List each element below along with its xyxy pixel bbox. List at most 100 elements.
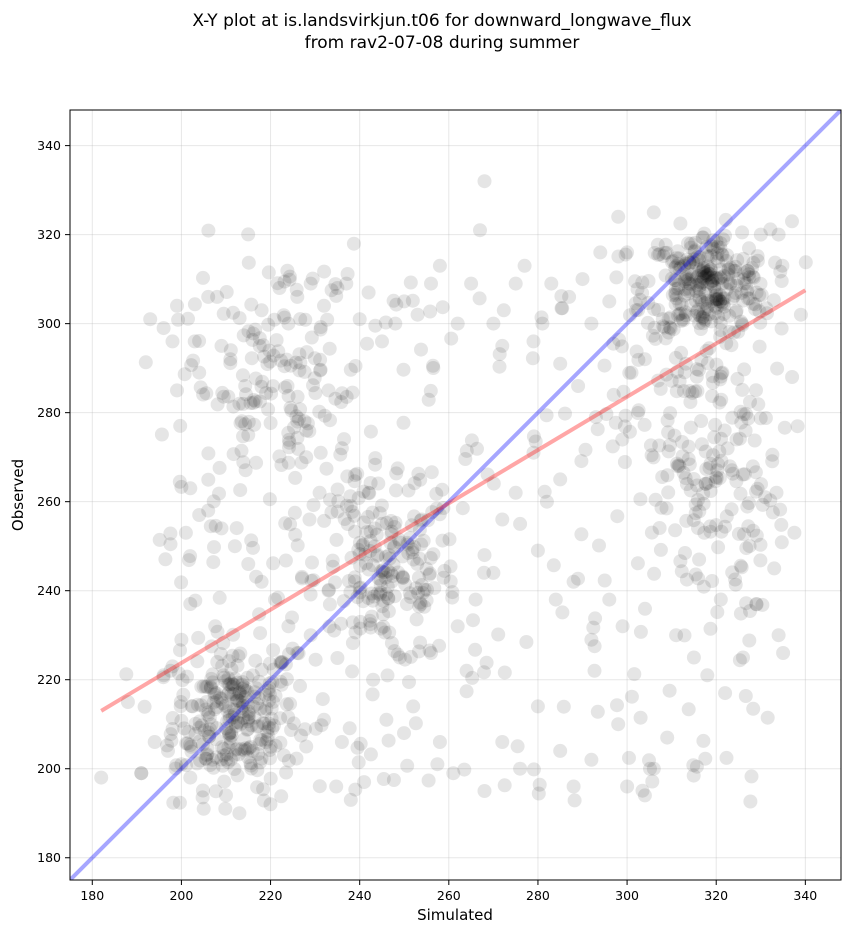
- data-point: [468, 592, 483, 607]
- data-point: [647, 246, 662, 260]
- data-point: [424, 276, 438, 291]
- data-point: [688, 235, 703, 250]
- data-point: [340, 267, 355, 281]
- data-point: [229, 694, 244, 708]
- data-point: [718, 228, 732, 243]
- data-point: [690, 493, 705, 507]
- data-point: [261, 729, 276, 743]
- data-point: [723, 260, 738, 275]
- data-point: [216, 389, 231, 404]
- data-point: [264, 711, 279, 726]
- data-point: [714, 247, 729, 262]
- data-point: [709, 270, 724, 285]
- data-point: [681, 236, 695, 251]
- data-point: [212, 690, 227, 705]
- data-point: [696, 486, 711, 501]
- data-point: [681, 702, 696, 717]
- data-point: [287, 420, 301, 435]
- data-point: [356, 537, 371, 552]
- data-point: [195, 718, 209, 733]
- data-point: [383, 535, 398, 550]
- data-point: [669, 384, 684, 399]
- data-point: [688, 567, 703, 582]
- data-point: [237, 680, 252, 695]
- data-point: [265, 721, 280, 736]
- data-point: [268, 592, 282, 607]
- data-point: [241, 255, 256, 270]
- data-point: [286, 716, 301, 731]
- data-point: [393, 535, 407, 550]
- data-point: [207, 687, 222, 702]
- data-point: [683, 277, 698, 292]
- data-point: [668, 287, 683, 302]
- data-point: [709, 292, 724, 306]
- data-point: [252, 331, 267, 346]
- data-point: [223, 343, 238, 358]
- data-point: [737, 276, 752, 291]
- data-point: [234, 443, 249, 458]
- data-point: [204, 671, 219, 686]
- data-point: [785, 214, 799, 229]
- y-axis: 180 200 220 240 260 280 300 320 340: [37, 138, 70, 865]
- data-point: [711, 254, 726, 269]
- data-point: [299, 345, 314, 360]
- data-point: [658, 331, 673, 346]
- data-point: [588, 611, 603, 626]
- data-point: [693, 322, 708, 336]
- data-point: [722, 308, 737, 323]
- data-point: [313, 362, 328, 377]
- data-point: [410, 307, 425, 322]
- data-point: [180, 736, 195, 751]
- data-point: [652, 247, 667, 262]
- data-point: [652, 521, 667, 535]
- data-point: [386, 293, 401, 308]
- data-point: [719, 282, 734, 297]
- data-point: [403, 649, 418, 664]
- data-point: [692, 282, 707, 297]
- data-point: [684, 240, 698, 255]
- data-point: [233, 416, 248, 431]
- data-point: [209, 732, 224, 747]
- data-point: [704, 314, 719, 329]
- data-point: [731, 324, 746, 339]
- data-point: [238, 690, 253, 705]
- data-point: [668, 273, 683, 288]
- data-point: [246, 393, 261, 407]
- data-point: [459, 684, 474, 699]
- data-point: [492, 359, 507, 374]
- data-point: [436, 501, 451, 515]
- data-point: [319, 461, 334, 476]
- data-point: [425, 505, 440, 520]
- data-point: [206, 760, 221, 775]
- data-point: [739, 284, 754, 299]
- data-point: [422, 643, 437, 658]
- data-point: [398, 652, 412, 667]
- data-point: [262, 687, 277, 702]
- data-point: [718, 212, 733, 227]
- data-point: [299, 450, 314, 465]
- data-point: [793, 307, 808, 322]
- data-point: [605, 439, 620, 454]
- data-point: [280, 263, 295, 278]
- data-point: [571, 571, 585, 586]
- data-point: [336, 594, 351, 609]
- data-point: [224, 728, 239, 743]
- data-point: [458, 452, 473, 466]
- data-point: [234, 742, 249, 757]
- data-point: [181, 311, 195, 326]
- data-point: [750, 253, 765, 268]
- data-point: [352, 535, 367, 550]
- data-point: [410, 556, 425, 571]
- data-point: [170, 383, 184, 398]
- data-point: [334, 735, 349, 749]
- data-point: [652, 438, 667, 453]
- data-point: [190, 697, 205, 712]
- data-point: [633, 292, 647, 307]
- data-point: [730, 253, 745, 268]
- data-point: [254, 574, 269, 589]
- data-point: [771, 628, 786, 643]
- data-point: [246, 540, 260, 555]
- data-point: [695, 264, 709, 279]
- data-point: [290, 289, 305, 304]
- data-point: [373, 585, 388, 600]
